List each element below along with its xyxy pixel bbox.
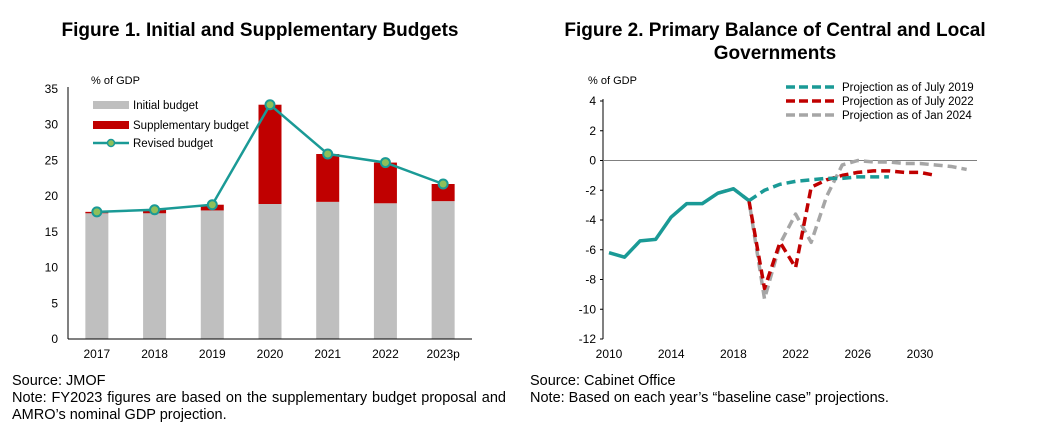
x-tick-label: 2026 xyxy=(844,347,871,361)
figure1-title: Figure 1. Initial and Supplementary Budg… xyxy=(61,20,459,41)
figure2-note: Note: Based on each year’s “baseline cas… xyxy=(530,390,889,406)
bar-initial-budget xyxy=(258,204,282,339)
figure2-chart: % of GDP -12 -10 -8 -6 -4 -2 0 2 4 2010 2014 2018 202… xyxy=(579,75,977,361)
bar-initial-budget xyxy=(143,213,167,339)
y-tick-label: 15 xyxy=(45,225,59,239)
figure2-notes: Source: Cabinet Office Note: Based on ea… xyxy=(530,373,1030,407)
marker-revised-budget xyxy=(264,99,276,111)
x-tick-label: 2019 xyxy=(199,347,226,361)
legend-marker-revised xyxy=(106,138,116,148)
legend-swatch-initial xyxy=(93,101,129,109)
y-axis-label: % of GDP xyxy=(91,75,140,87)
y-tick-label: 20 xyxy=(45,189,59,203)
y-tick-label: 4 xyxy=(589,94,596,108)
y-tick-label: 0 xyxy=(51,332,58,346)
y-tick-label: 25 xyxy=(45,153,59,167)
series-line-actual xyxy=(608,187,751,259)
marker-revised-budget xyxy=(437,178,449,190)
bar-initial-budget xyxy=(373,203,397,339)
legend-label: Projection as of Jan 2024 xyxy=(842,110,972,122)
marker-revised-budget xyxy=(379,157,391,169)
y-tick-label: 2 xyxy=(589,124,596,138)
x-tick-label: 2017 xyxy=(84,347,111,361)
legend-label-revised: Revised budget xyxy=(133,138,214,150)
y-tick-label: -2 xyxy=(585,183,596,197)
figure1-note: Note: FY2023 figures are based on the su… xyxy=(12,390,506,423)
y-tick-label: 5 xyxy=(51,296,58,310)
x-tick-label: 2010 xyxy=(596,347,623,361)
x-tick-label: 2022 xyxy=(782,347,809,361)
series-line-projection-as-of-july-2019 xyxy=(747,175,889,203)
x-tick-label: 2023p xyxy=(426,347,460,361)
bar-supplementary-budget xyxy=(258,104,282,204)
y-tick-label: -8 xyxy=(585,273,596,287)
bar-initial-budget xyxy=(85,213,109,339)
x-tick-label: 2018 xyxy=(720,347,747,361)
bar-supplementary-budget xyxy=(316,154,340,202)
figure1-source: Source: JMOF xyxy=(12,373,106,389)
legend-swatch-supplementary xyxy=(93,121,129,129)
series-line-projection-as-of-july-2022 xyxy=(747,169,936,291)
x-tick-label: 2020 xyxy=(257,347,284,361)
legend-label: Projection as of July 2022 xyxy=(842,96,974,108)
marker-revised-budget xyxy=(149,204,161,216)
y-tick-label: -10 xyxy=(579,302,597,316)
figure2-title: Figure 2. Primary Balance of Central and… xyxy=(564,20,986,64)
legend-label-supplementary: Supplementary budget xyxy=(133,120,250,132)
marker-revised-budget xyxy=(91,206,103,218)
bar-initial-budget xyxy=(200,210,224,339)
marker-revised-budget xyxy=(206,199,218,211)
y-tick-label: -12 xyxy=(579,332,597,346)
x-tick-label: 2014 xyxy=(658,347,685,361)
figure1-chart: % of GDP 0 5 10 15 20 25 30 35 2017 2018 2019 2020 20… xyxy=(45,75,472,361)
y-tick-label: -6 xyxy=(585,243,596,257)
y-axis-label: % of GDP xyxy=(588,75,637,87)
x-tick-label: 2022 xyxy=(372,347,399,361)
x-tick-label: 2021 xyxy=(314,347,341,361)
figure2-source: Source: Cabinet Office xyxy=(530,373,676,389)
y-tick-label: -4 xyxy=(585,213,596,227)
bar-initial-budget xyxy=(316,201,340,339)
legend-label-initial: Initial budget xyxy=(133,100,199,112)
bar-initial-budget xyxy=(431,201,455,339)
y-tick-label: 35 xyxy=(45,82,59,96)
y-tick-label: 30 xyxy=(45,118,59,132)
figure1-notes: Source: JMOF Note: FY2023 figures are ba… xyxy=(12,373,506,424)
legend-label: Projection as of July 2019 xyxy=(842,82,974,94)
series-line-projection-as-of-jan-2024 xyxy=(717,158,967,301)
y-tick-label: 0 xyxy=(589,154,596,168)
x-tick-label: 2018 xyxy=(141,347,168,361)
marker-revised-budget xyxy=(322,148,334,160)
x-tick-label: 2030 xyxy=(907,347,934,361)
bar-supplementary-budget xyxy=(431,184,455,202)
y-tick-label: 10 xyxy=(45,261,59,275)
bar-supplementary-budget xyxy=(373,162,397,204)
